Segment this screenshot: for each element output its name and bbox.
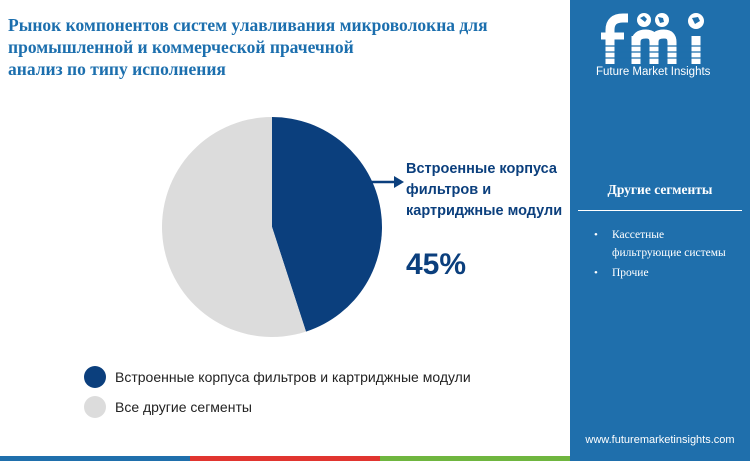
legend-label: Все другие сегменты xyxy=(115,399,252,415)
bottom-accent-bar xyxy=(380,456,570,461)
chart-legend: Встроенные корпуса фильтров и картриджны… xyxy=(84,366,471,426)
pie-slice-1 xyxy=(272,117,382,332)
bottom-accent-bar xyxy=(570,456,750,461)
panel-divider xyxy=(578,210,742,211)
callout-label: Встроенные корпуса фильтров и картриджны… xyxy=(406,161,563,219)
bullet-icon: • xyxy=(594,267,598,279)
title-line-3: анализ по типу исполнения xyxy=(8,59,226,79)
pie-chart xyxy=(161,117,382,337)
legend-swatch xyxy=(84,396,106,418)
chart-title: Рынок компонентов систем улавливания мик… xyxy=(8,14,558,80)
legend-swatch xyxy=(84,366,106,388)
bottom-accent-bar xyxy=(0,456,190,461)
legend-label: Встроенные корпуса фильтров и картриджны… xyxy=(115,369,471,385)
website-link[interactable]: www.futuremarketinsights.com xyxy=(585,434,735,446)
legend-item: Встроенные корпуса фильтров и картриджны… xyxy=(84,366,471,388)
legend-item: Все другие сегменты xyxy=(84,396,471,418)
list-item-label: Прочие xyxy=(612,267,649,279)
list-item-label: Кассетные фильтрующие системы xyxy=(612,229,726,259)
list-item: • Прочие xyxy=(594,264,734,282)
brand-name: Future Market Insights xyxy=(596,66,711,78)
panel-title: Другие сегменты xyxy=(607,182,713,197)
pie-slice-2 xyxy=(161,117,306,337)
bottom-accent-bar xyxy=(190,456,380,461)
title-line-1: Рынок компонентов систем улавливания мик… xyxy=(8,15,488,35)
title-line-2: промышленной и коммерческой прачечной xyxy=(8,37,354,57)
panel-list: • Кассетные фильтрующие системы • Прочие xyxy=(594,226,734,284)
callout-value: 45% xyxy=(406,248,467,281)
bullet-icon: • xyxy=(594,229,598,241)
side-panel: Future Market Insights Другие сегменты •… xyxy=(570,0,750,461)
list-item: • Кассетные фильтрующие системы xyxy=(594,226,734,262)
fmi-logo xyxy=(600,13,704,64)
arrow-right-icon xyxy=(370,176,404,188)
